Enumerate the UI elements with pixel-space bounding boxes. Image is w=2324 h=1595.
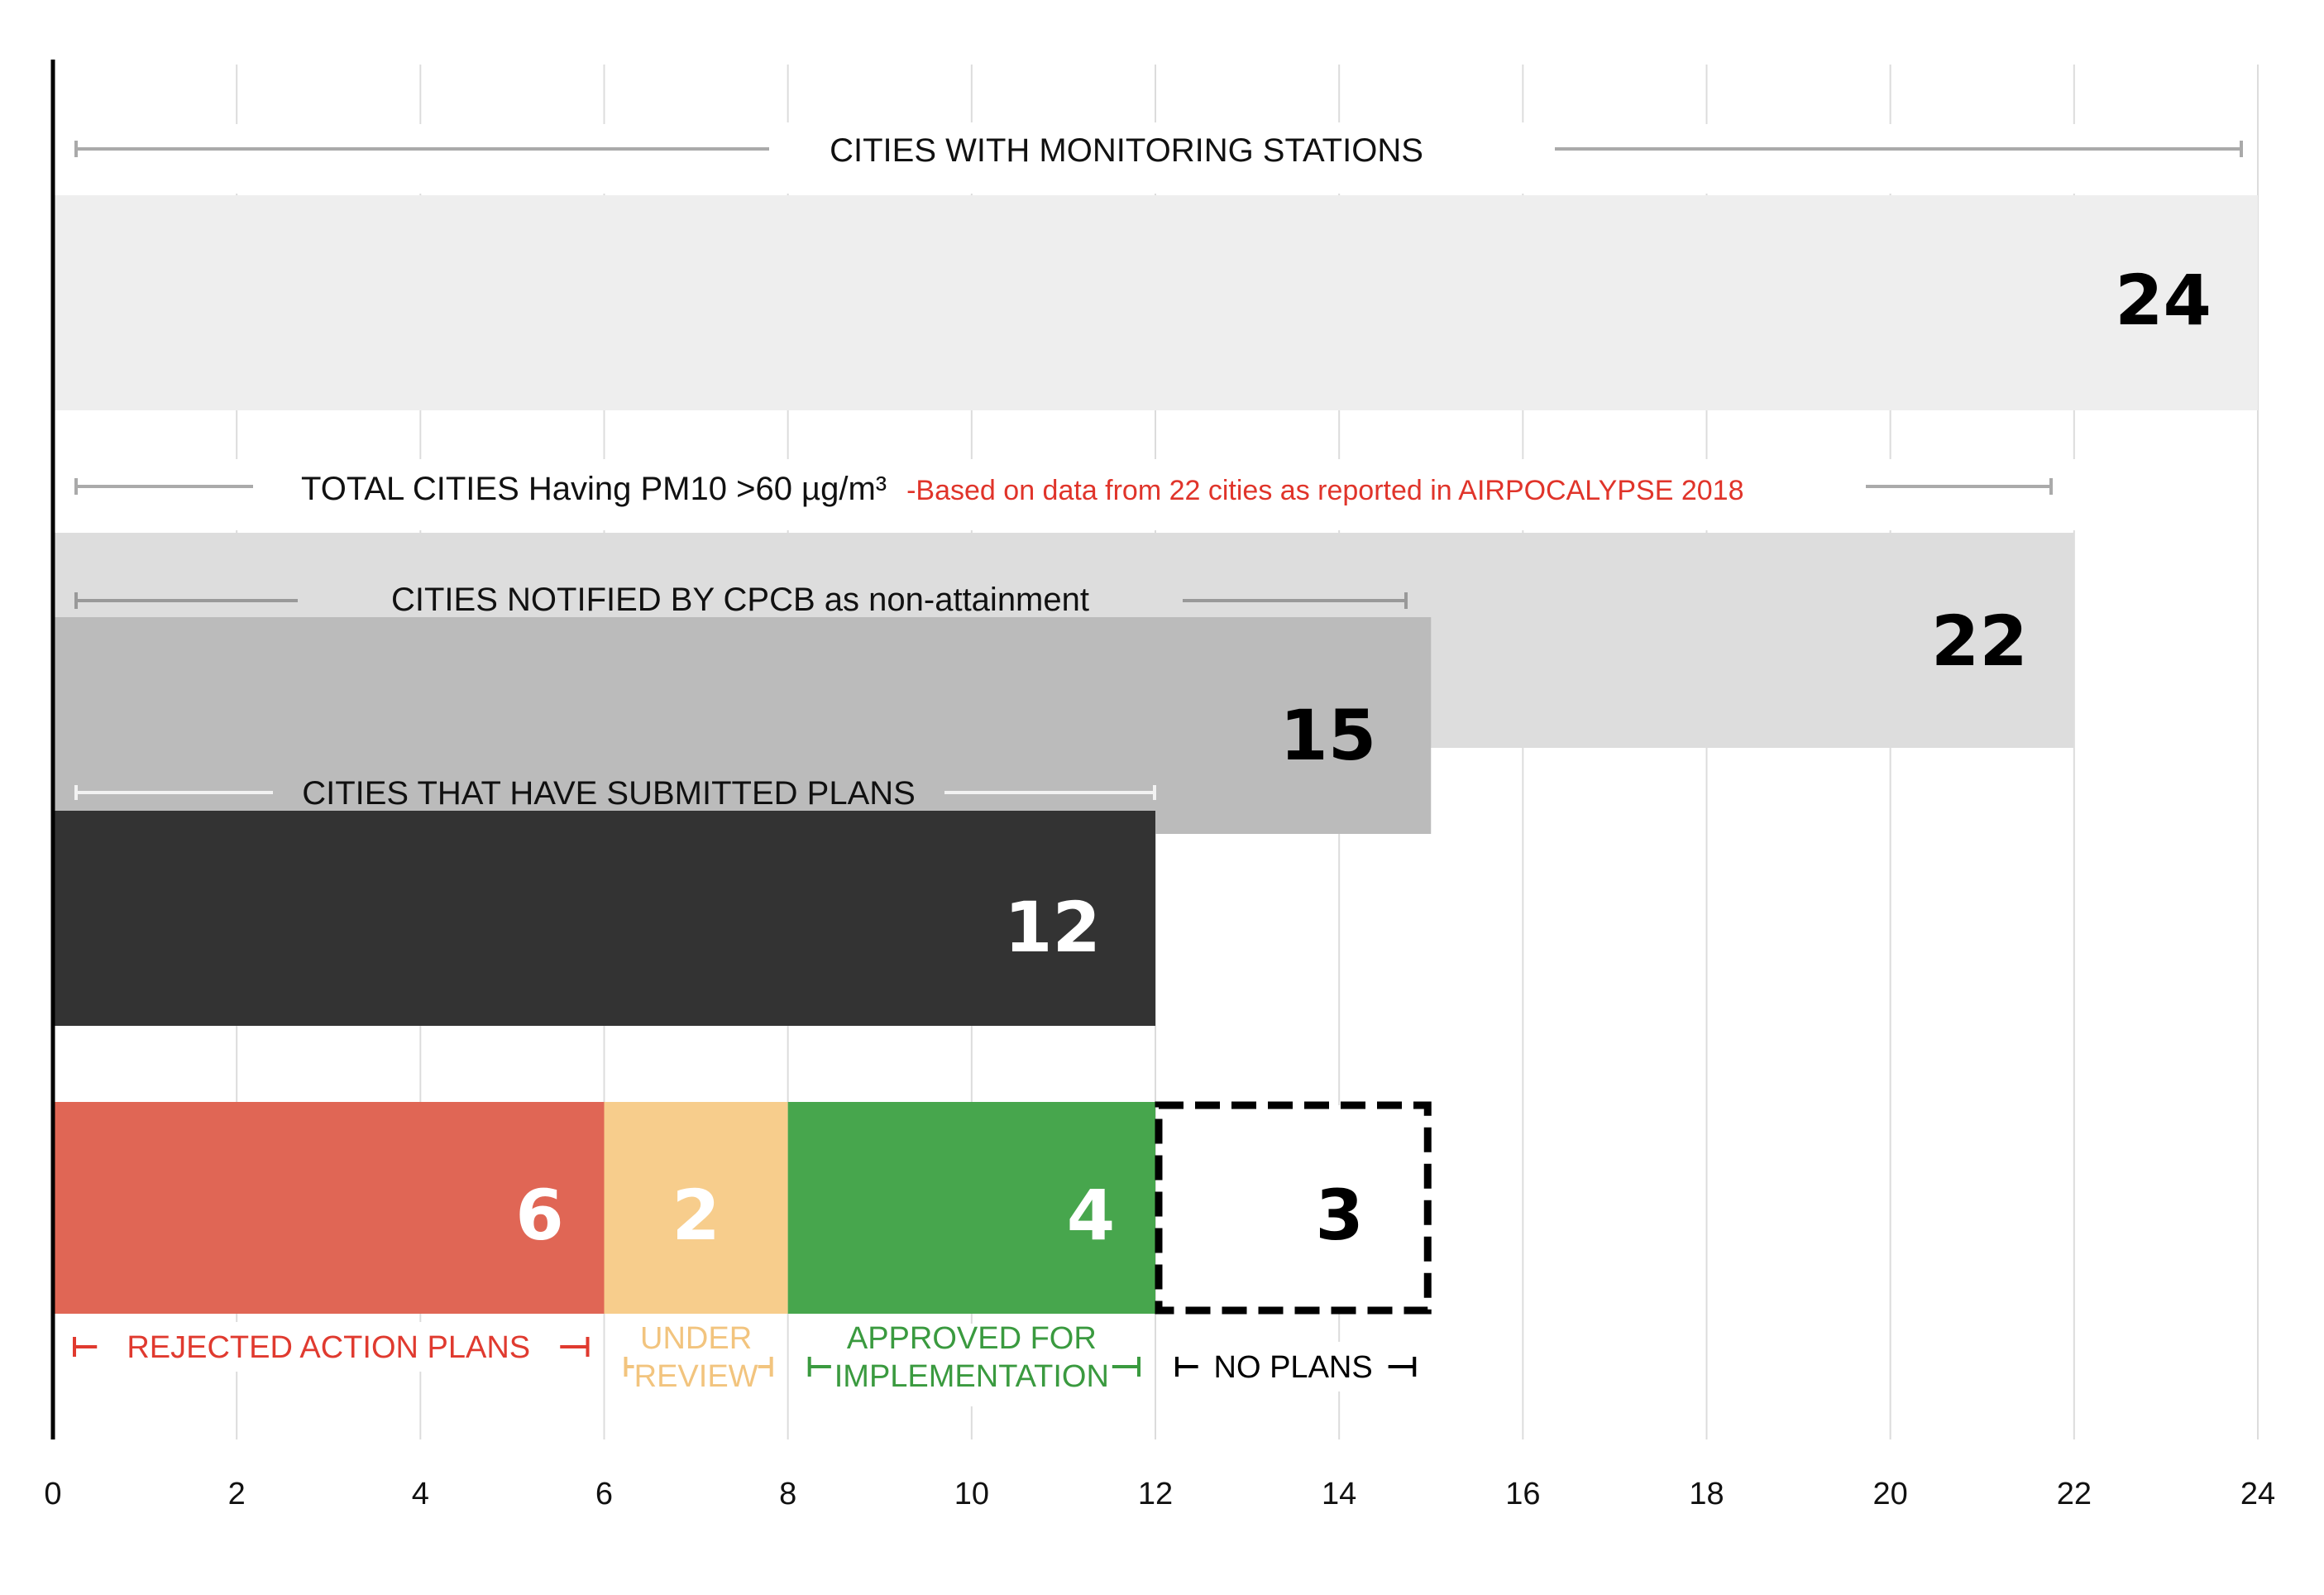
x-tick-label: 4 [412,1477,429,1511]
label-line: UNDER [640,1321,752,1356]
x-tick-label: 14 [1322,1477,1356,1511]
bar-monitoring-stations [53,195,2258,410]
label-line: REVIEW [634,1359,758,1394]
x-axis: 0 2 4 6 8 10 12 14 16 18 20 22 24 [44,60,2275,1511]
x-tick-label: 2 [228,1477,246,1511]
label-line: IMPLEMENTATION [834,1359,1109,1394]
bar-submitted-plans [53,811,1155,1026]
segment-no-plans [1155,1101,1432,1315]
bar-label-total-cities-text: TOTAL CITIES Having PM10 >60 µg/m³ [301,471,887,507]
value-label-no-plans: 3 [1315,1175,1363,1256]
label-background [273,768,944,811]
breakdown-bars: 6 REJECTED ACTION PLANS 2 UNDER REVIEW 4 APPRO… [53,1101,1432,1406]
x-tick-label: 24 [2240,1477,2275,1511]
bar-label-total-cities: TOTAL CITIES Having PM10 >60 µg/m³ -Based… [301,471,1743,507]
x-tick-label: 8 [779,1477,796,1511]
segment-rejected-action-plans [53,1102,605,1314]
value-label-under-review: 2 [672,1175,720,1256]
label-background [1198,1342,1389,1391]
segment-under-review [604,1102,788,1314]
bar-label-submitted-plans: CITIES THAT HAVE SUBMITTED PLANS [302,775,916,812]
value-label-12: 12 [1004,887,1101,968]
x-tick-label: 12 [1138,1477,1173,1511]
x-tick-label: 22 [2057,1477,2092,1511]
value-label-22: 22 [1931,601,2028,682]
label-background [253,462,1866,516]
x-tick-label: 16 [1505,1477,1540,1511]
value-label-24: 24 [2115,260,2212,341]
bars: CITIES WITH MONITORING STATIONS 24 TOTAL C… [53,122,2258,1026]
x-tick-label: 18 [1689,1477,1724,1511]
label-line: APPROVED FOR [847,1321,1097,1356]
x-tick-label: 0 [44,1477,61,1511]
bar-overlay [53,811,1155,893]
bar-note-airpocalypse: -Based on data from 22 cities as reporte… [906,475,1743,506]
x-tick-label: 6 [595,1477,613,1511]
connector-lines [53,811,1415,1100]
label-background [298,571,1183,617]
value-label-15: 15 [1279,695,1376,776]
segment-approved-for-implementation [787,1102,1155,1314]
x-tick-label: 10 [954,1477,989,1511]
category-label-under-review: UNDER REVIEW [634,1321,758,1394]
category-label-rejected-action-plans: REJECTED ACTION PLANS [127,1330,530,1365]
label-background [97,1322,561,1372]
bar-label-monitoring-stations: CITIES WITH MONITORING STATIONS [830,132,1423,169]
label-background [830,1324,1112,1406]
value-label-approved-for-implementation: 4 [1067,1175,1115,1256]
x-tick-label: 20 [1873,1477,1908,1511]
category-label-approved-for-implementation: APPROVED FOR IMPLEMENTATION [834,1321,1109,1394]
bar-label-notified-cpcb: CITIES NOTIFIED BY CPCB as non-attainmen… [391,582,1089,618]
label-background [634,1324,758,1406]
value-label-rejected-action-plans: 6 [515,1175,563,1256]
label-background [769,122,1555,177]
category-label-no-plans: NO PLANS [1214,1350,1373,1385]
